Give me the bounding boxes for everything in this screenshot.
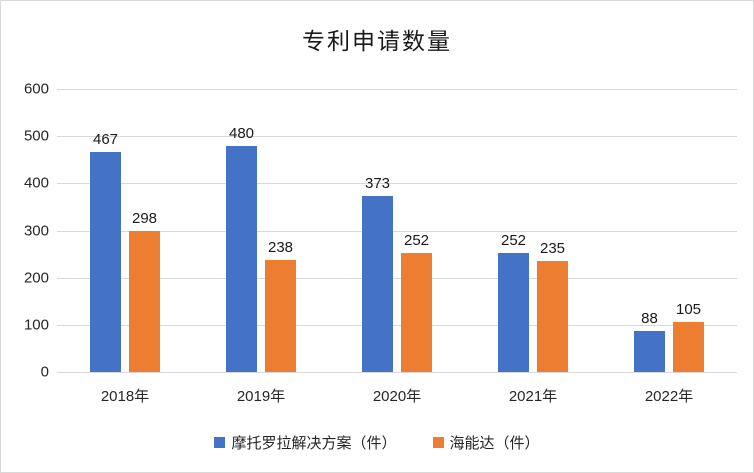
data-label: 467 [92,130,119,148]
bar-group: 373 252 [329,89,465,372]
legend-label: 摩托罗拉解决方案（件） [231,435,397,452]
bar-series-0[interactable] [634,330,665,372]
data-label: 252 [500,232,527,250]
data-label: 480 [228,124,255,142]
bar-series-0[interactable] [226,145,257,372]
gridline [57,183,737,185]
y-axis-tick-label: 500 [23,127,49,145]
legend-item-1[interactable]: 海能达（件） [432,432,540,453]
data-label: 105 [675,301,702,319]
chart-title: 专利申请数量 [302,28,452,54]
bar-wrap: 105 [673,302,704,372]
plot-area: 467 298 480 238 373 252 252 235 88 105 [57,89,737,373]
x-axis-tick-label: 2021年 [508,388,558,405]
x-axis-tick-label: 2019年 [236,388,286,405]
bar-group: 88 105 [601,89,737,372]
y-axis-tick-label: 300 [23,222,49,239]
y-axis-tick-label: 0 [40,363,49,381]
bar-wrap: 373 [362,176,393,372]
bar-wrap: 480 [226,126,257,372]
bars-container: 467 298 480 238 373 252 252 235 88 105 [57,89,737,372]
gridline [57,230,737,232]
bar-group: 252 235 [465,89,601,372]
bar-wrap: 467 [90,132,121,372]
x-axis-tick-label: 2018年 [100,388,150,405]
bar-series-1[interactable] [129,231,160,372]
x-axis: 2018年 2019年 2020年 2021年 2022年 [57,385,737,406]
data-label: 373 [364,175,391,193]
bar-wrap: 252 [498,233,529,372]
bar-wrap: 88 [634,309,665,372]
y-axis: 600 500 400 300 200 100 0 [1,82,49,380]
bar-wrap: 238 [265,240,296,372]
gridline [57,277,737,279]
x-axis-tick-label: 2020年 [372,388,422,405]
bar-series-1[interactable] [673,322,704,372]
bar-wrap: 235 [537,241,568,372]
bar-wrap: 252 [401,233,432,372]
y-axis-tick-label: 400 [23,174,49,192]
bar-series-1[interactable] [401,253,432,372]
data-label: 298 [131,210,158,228]
bar-series-0[interactable] [498,253,529,372]
legend-swatch-icon [214,437,226,448]
data-label: 235 [539,240,566,258]
legend-item-0[interactable]: 摩托罗拉解决方案（件） [214,432,397,453]
bar-wrap: 298 [129,211,160,372]
bar-series-1[interactable] [537,261,568,372]
bar-group: 480 238 [193,89,329,372]
legend-swatch-icon [432,437,444,448]
data-label: 238 [267,238,294,256]
y-axis-tick-label: 200 [23,269,49,287]
y-axis-tick-label: 600 [23,80,49,98]
gridline [57,136,737,138]
bar-series-0[interactable] [90,151,121,372]
bar-series-1[interactable] [265,259,296,372]
y-axis-tick-label: 100 [23,316,49,334]
x-axis-line [57,372,737,373]
data-label: 252 [403,232,430,250]
bar-series-0[interactable] [362,196,393,372]
legend: 摩托罗拉解决方案（件） 海能达（件） [1,432,753,453]
data-label: 88 [641,309,658,327]
legend-label: 海能达（件） [449,435,540,452]
gridline [57,89,737,90]
x-axis-tick-label: 2022年 [644,388,694,405]
bar-group: 467 298 [57,89,193,372]
gridline [57,324,737,326]
